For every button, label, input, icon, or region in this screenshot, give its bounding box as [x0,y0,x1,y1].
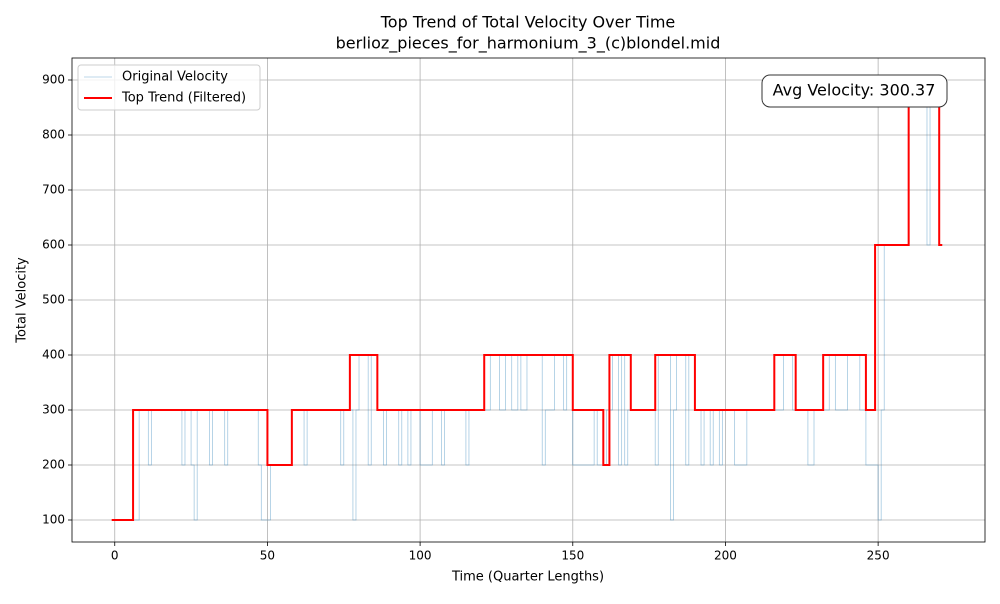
chart-subtitle: berlioz_pieces_for_harmonium_3_(c)blonde… [336,34,721,54]
plot-frame [71,57,986,543]
x-axis-label: Time (Quarter Lengths) [451,570,604,585]
chart-title: Top Trend of Total Velocity Over Time [380,13,676,32]
x-tick-label: 0 [111,549,119,563]
legend-label: Original Velocity [122,70,228,85]
y-tick-label: 200 [42,458,65,472]
x-tick-label: 100 [409,549,432,563]
y-tick-label: 700 [42,183,65,197]
y-tick-label: 100 [42,513,65,527]
y-tick-label: 500 [42,293,65,307]
series-line [111,79,943,521]
y-tick-label: 600 [42,238,65,252]
y-tick-label: 400 [42,348,65,362]
legend-label: Top Trend (Filtered) [121,91,246,106]
y-tick-label: 300 [42,403,65,417]
y-tick-label: 800 [42,128,65,142]
y-axis-label: Total Velocity [15,257,30,344]
x-tick-label: 150 [561,549,584,563]
x-tick-label: 250 [867,549,890,563]
annotation-box [761,74,948,108]
x-tick-label: 200 [714,549,737,563]
legend-box [77,64,261,111]
x-tick-label: 50 [260,549,275,563]
y-tick-label: 900 [42,73,65,87]
annotation: Avg Velocity: 300.37 [773,81,936,100]
